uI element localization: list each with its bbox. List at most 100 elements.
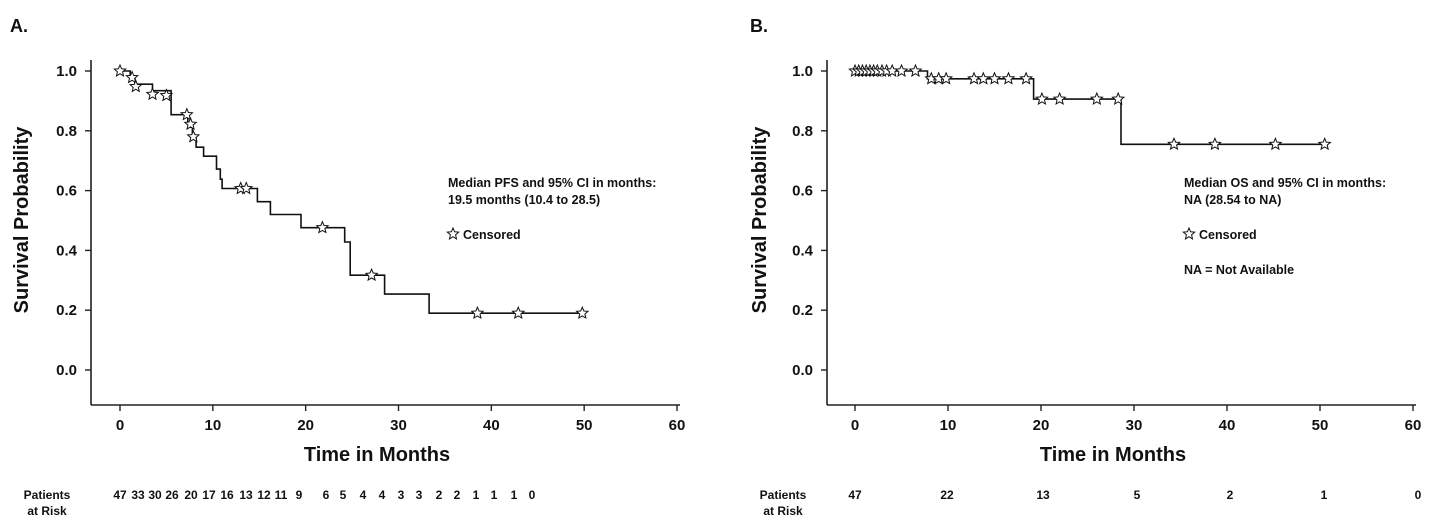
panel-a-x-tick-label: 20 <box>297 417 314 434</box>
panel-b-survival-curve <box>855 70 1325 146</box>
panel-b-y-tick-label: 1.0 <box>792 63 813 80</box>
panel-a-y-tick-label: 0.4 <box>56 242 78 259</box>
panel-b-risk-value: 0 <box>1415 488 1422 502</box>
panel-b-risk-value: 47 <box>848 488 862 502</box>
panel-a-risk-value: 47 <box>113 488 127 502</box>
panel-a-y-tick-label: 0.2 <box>56 302 77 319</box>
panel-a-censored-marker <box>470 305 485 320</box>
panel-a-risk-value: 4 <box>360 488 367 502</box>
panel-a-annotation-line-1: Median PFS and 95% CI in months: <box>448 176 656 190</box>
panel-a-y-tick-label: 0.6 <box>56 183 77 200</box>
panel-b-censored-marker <box>1317 136 1332 151</box>
panel-b-risk-value: 22 <box>940 488 954 502</box>
panel-a-censored-marker <box>145 87 160 101</box>
panel-b-annotation-line-1: Median OS and 95% CI in months: <box>1184 176 1386 190</box>
panel-a-risk-value: 30 <box>148 488 162 502</box>
panel-b-x-tick-label: 60 <box>1405 417 1422 434</box>
panel-b-ylabel: Survival Probability <box>749 126 771 314</box>
panel-b-risk-label-line2: at Risk <box>763 504 803 518</box>
panel-a-risk-value: 17 <box>202 488 216 502</box>
panel-b-censored-marker <box>1052 91 1067 106</box>
panel-a-risk-label-line1: Patients <box>24 488 71 502</box>
panel-a-risk-value: 1 <box>491 488 498 502</box>
panel-a-legend-label: Censored <box>463 228 521 242</box>
panel-a-risk-value: 2 <box>436 488 443 502</box>
panel-b-x-tick-label: 20 <box>1033 417 1050 434</box>
panel-a-xlabel: Time in Months <box>304 444 450 466</box>
panel-a-risk-value: 3 <box>398 488 405 502</box>
panel-a-x-tick-label: 60 <box>669 417 686 434</box>
panel-b-label: B. <box>750 16 768 36</box>
panel-a-censored-marker <box>113 63 127 77</box>
panel-b-x-tick-label: 40 <box>1219 417 1236 434</box>
panel-a-censored-marker <box>179 107 194 121</box>
panel-a-risk-value: 4 <box>379 488 386 502</box>
panel-b-risk-label-line1: Patients <box>760 488 807 502</box>
panel-b-censored-marker <box>1034 91 1049 106</box>
panel-b-legend-label: Censored <box>1199 228 1257 242</box>
panel-b-y-tick-label: 0.2 <box>792 302 813 319</box>
panel-a-risk-value: 1 <box>511 488 518 502</box>
panel-b-footnote: NA = Not Available <box>1184 263 1294 277</box>
panel-b-censored-marker <box>976 71 991 85</box>
panel-a-censored-marker <box>511 305 526 320</box>
panel-b-censored-marker <box>939 71 954 85</box>
panel-b-risk-row: 47 22 13 5 2 1 0 <box>848 488 1421 502</box>
panel-a-censored-marker <box>125 70 140 84</box>
panel-a-censored-marker <box>128 79 143 93</box>
panel-b-censored-marker <box>1207 137 1222 151</box>
panel-b-legend-star-icon <box>1182 226 1196 240</box>
panel-a-x-tick-label: 40 <box>483 417 500 434</box>
panel-a-legend-star-icon <box>446 226 460 240</box>
panel-a-ylabel: Survival Probability <box>11 126 33 314</box>
panel-a-risk-value: 12 <box>257 488 271 502</box>
panel-b-censored-marker <box>1268 136 1283 151</box>
panel-a-censored-marker <box>315 220 330 234</box>
panel-a-x-tick-label: 50 <box>576 417 593 434</box>
panel-a-survival-curve <box>120 70 585 314</box>
panel-a-risk-label-line2: at Risk <box>27 504 67 518</box>
panel-a-x-tick-label: 30 <box>390 417 407 434</box>
panel-a-risk-value: 11 <box>275 488 288 502</box>
panel-a-risk-value: 6 <box>323 488 330 502</box>
panel-b-censored-marker <box>894 63 909 77</box>
panel-a-censored-marker <box>183 116 198 131</box>
panel-a-censored-marker <box>364 267 379 282</box>
panel-a-plot: 0.0 0.2 0.4 0.6 0.8 1.0 0 10 20 30 40 50 60 <box>56 60 685 434</box>
panel-a-risk-value: 3 <box>416 488 423 502</box>
panel-a-risk-row: 47 33 30 26 20 17 16 13 12 11 9 6 5 4 4 3 3 2 2 1 1 1 0 <box>113 488 535 502</box>
panel-b-censored-marker <box>1111 91 1126 106</box>
panel-a-risk-value: 26 <box>165 488 179 502</box>
panel-a-risk-value: 20 <box>184 488 198 502</box>
panel-b-x-tick-label: 30 <box>1126 417 1143 434</box>
panel-b-censored-marker <box>1019 71 1034 85</box>
panel-b-censored-marker <box>987 71 1002 85</box>
panel-b-y-tick-label: 0.0 <box>792 362 813 379</box>
panel-a-x-tick-label: 10 <box>204 417 221 434</box>
panel-a-censored-marker <box>239 181 254 195</box>
panel-b-censored-marker <box>1167 137 1181 151</box>
panel-b-y-tick-label: 0.4 <box>792 242 814 259</box>
panel-b-risk-value: 5 <box>1134 488 1141 502</box>
panel-b-x-tick-label: 0 <box>851 417 859 434</box>
panel-b-risk-value: 13 <box>1036 488 1050 502</box>
panel-a-annotation-line-2: 19.5 months (10.4 to 28.5) <box>448 193 600 207</box>
panel-a-x-tick-label: 0 <box>116 417 124 434</box>
panel-a-risk-value: 5 <box>340 488 347 502</box>
panel-a-risk-value: 13 <box>239 488 253 502</box>
panel-a-label: A. <box>10 16 28 36</box>
panel-b-x-tick-label: 50 <box>1312 417 1329 434</box>
panel-a-risk-value: 0 <box>529 488 536 502</box>
panel-a-y-tick-label: 0.8 <box>56 123 77 140</box>
panel-b-plot: 0.0 0.2 0.4 0.6 0.8 1.0 0 10 20 30 40 50 60 <box>792 60 1421 434</box>
panel-b-censored-marker <box>1089 91 1104 106</box>
panel-b-xlabel: Time in Months <box>1040 444 1186 466</box>
panel-b-risk-value: 2 <box>1227 488 1234 502</box>
panel-b-y-tick-label: 0.6 <box>792 183 813 200</box>
panel-a: A. Survival Probability Time in Months 0… <box>10 16 685 518</box>
panel-a-censored-marker <box>159 88 174 102</box>
panel-a-risk-value: 16 <box>220 488 234 502</box>
panel-a-risk-value: 1 <box>473 488 480 502</box>
panel-b-censored-marker <box>908 63 923 77</box>
panel-a-risk-value: 9 <box>296 488 303 502</box>
